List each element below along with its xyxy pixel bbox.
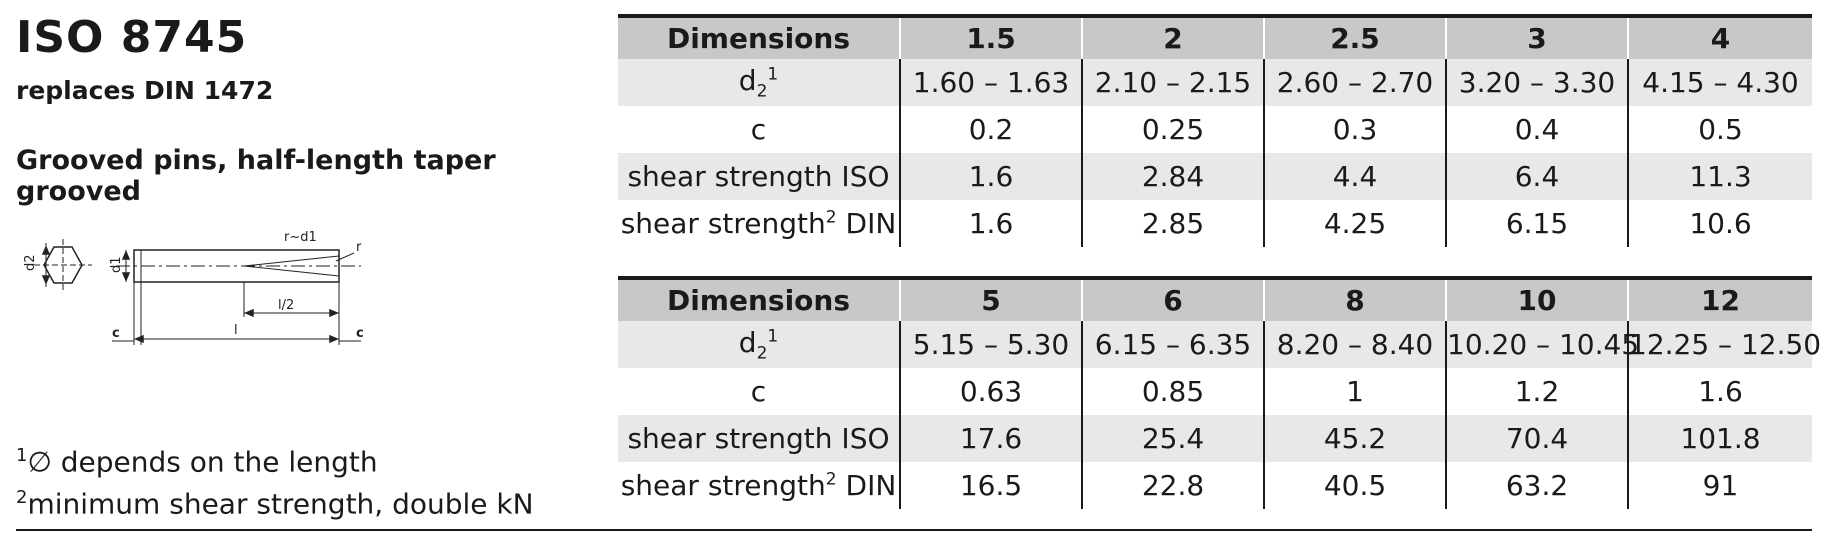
table-cell: 0.63	[899, 368, 1082, 415]
table-row-din: shear strength2 DIN 1.6 2.85 4.25 6.15 1…	[618, 200, 1812, 247]
size-header: 6	[1082, 276, 1265, 321]
row-label-din: shear strength2 DIN	[620, 469, 897, 502]
size-header: 3	[1446, 14, 1629, 59]
left-panel: ISO 8745 replaces DIN 1472 Grooved pins,…	[16, 0, 606, 547]
table-cell: 3.20 – 3.30	[1445, 59, 1628, 106]
table-row-d2: d21 1.60 – 1.63 2.10 – 2.15 2.60 – 2.70 …	[618, 59, 1812, 106]
table-cell: 4.25	[1263, 200, 1446, 247]
label-r-d1: r~d1	[284, 230, 317, 245]
dimensions-table-2: Dimensions 5 6 8 10 12 d21 5.15 – 5.30 6…	[618, 276, 1821, 509]
table-cell: 1.6	[899, 200, 1082, 247]
table-cell: 40.5	[1263, 462, 1446, 509]
row-label-iso: shear strength ISO	[618, 415, 900, 462]
table-cell: 0.2	[899, 106, 1082, 153]
table-cell: 91	[1627, 462, 1812, 509]
label-c-right: c	[356, 326, 364, 341]
size-header: 2.5	[1264, 14, 1447, 59]
table-cell: 2.84	[1081, 153, 1264, 200]
table-row-iso: shear strength ISO 17.6 25.4 45.2 70.4 1…	[618, 415, 1812, 462]
table-cell: 2.10 – 2.15	[1081, 59, 1264, 106]
label-d2: d2	[23, 254, 38, 271]
table-cell: 22.8	[1081, 462, 1264, 509]
table-row-iso: shear strength ISO 1.6 2.84 4.4 6.4 11.3	[618, 153, 1812, 200]
table-cell: 45.2	[1263, 415, 1446, 462]
table-cell: 1	[1263, 368, 1446, 415]
table-cell: 0.3	[1263, 106, 1446, 153]
table-cell: 6.4	[1445, 153, 1628, 200]
table-cell: 63.2	[1445, 462, 1628, 509]
row-label-c: c	[750, 113, 767, 146]
label-l: l	[234, 323, 238, 338]
table-cell: 17.6	[899, 415, 1082, 462]
table-row-c: c 0.63 0.85 1 1.2 1.6	[618, 368, 1812, 415]
row-label-c: c	[750, 375, 767, 408]
table-cell: 8.20 – 8.40	[1263, 321, 1446, 368]
size-header: 8	[1264, 276, 1447, 321]
table-cell: 1.2	[1445, 368, 1628, 415]
row-label-d2: d21	[618, 59, 900, 106]
row-label-din: shear strength2 DIN	[620, 207, 897, 240]
table-cell: 4.15 – 4.30	[1627, 59, 1812, 106]
table-cell: 6.15	[1445, 200, 1628, 247]
product-heading: Grooved pins, half-length taper grooved	[16, 145, 496, 207]
footnote-1: 1∅ depends on the length	[16, 445, 378, 479]
size-header: 1.5	[900, 14, 1083, 59]
row-label-d2: d21	[618, 321, 900, 368]
grooved-pin-drawing: d2 d1 r~d1 r l/2 l c c	[23, 230, 364, 345]
dimensions-header: Dimensions	[618, 14, 901, 59]
table-cell: 101.8	[1627, 415, 1812, 462]
dimensions-header: Dimensions	[618, 276, 901, 321]
size-header: 2	[1082, 14, 1265, 59]
size-header: 10	[1446, 276, 1629, 321]
table-cell: 10.20 – 10.45	[1445, 321, 1639, 368]
footnote-2: 2minimum shear strength, double kN	[16, 487, 534, 521]
table-cell: 0.4	[1445, 106, 1628, 153]
table-cell: 11.3	[1627, 153, 1812, 200]
table-cell: 1.6	[899, 153, 1082, 200]
label-r: r	[356, 240, 362, 255]
size-header: 4	[1628, 14, 1812, 59]
table-cell: 4.4	[1263, 153, 1446, 200]
bottom-rule	[16, 529, 1812, 531]
table-cell: 0.25	[1081, 106, 1264, 153]
table-cell: 2.85	[1081, 200, 1264, 247]
page-subtitle: replaces DIN 1472	[16, 76, 274, 105]
table-cell: 6.15 – 6.35	[1081, 321, 1264, 368]
footnotes: 1∅ depends on the length 2minimum shear …	[16, 438, 534, 523]
table-row-d2: d21 5.15 – 5.30 6.15 – 6.35 8.20 – 8.40 …	[618, 321, 1821, 368]
table-header-row: Dimensions 1.5 2 2.5 3 4	[618, 14, 1812, 59]
size-header: 5	[900, 276, 1083, 321]
table-cell: 1.60 – 1.63	[899, 59, 1082, 106]
size-header: 12	[1628, 276, 1812, 321]
label-c-left: c	[112, 326, 120, 341]
table-cell: 0.85	[1081, 368, 1264, 415]
table-row-din: shear strength2 DIN 16.5 22.8 40.5 63.2 …	[618, 462, 1812, 509]
table-cell: 12.25 – 12.50	[1627, 321, 1821, 368]
table-cell: 10.6	[1627, 200, 1812, 247]
table-cell: 16.5	[899, 462, 1082, 509]
row-label-iso: shear strength ISO	[618, 153, 900, 200]
table-cell: 70.4	[1445, 415, 1628, 462]
label-l2: l/2	[278, 298, 294, 313]
table-cell: 0.5	[1627, 106, 1812, 153]
page-title: ISO 8745	[16, 12, 248, 63]
table-cell: 2.60 – 2.70	[1263, 59, 1446, 106]
label-d1: d1	[109, 256, 124, 273]
table-cell: 1.6	[1627, 368, 1812, 415]
table-row-c: c 0.2 0.25 0.3 0.4 0.5	[618, 106, 1812, 153]
table-cell: 5.15 – 5.30	[899, 321, 1082, 368]
dimensions-table-1: Dimensions 1.5 2 2.5 3 4 d21 1.60 – 1.63…	[618, 14, 1812, 247]
table-cell: 25.4	[1081, 415, 1264, 462]
table-header-row: Dimensions 5 6 8 10 12	[618, 276, 1812, 321]
